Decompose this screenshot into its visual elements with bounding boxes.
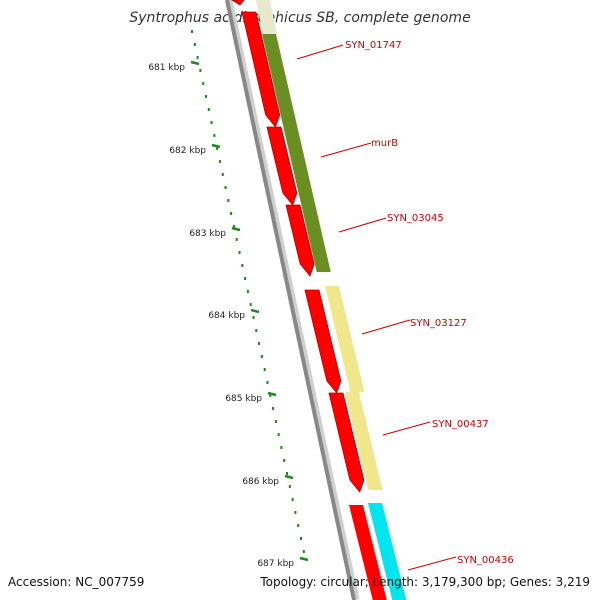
khaki-feature-syn00437[interactable] [345,392,383,490]
ruler-dot [207,108,210,111]
cyan-feature-syn00436[interactable] [368,503,407,600]
khaki-feature-syn03127[interactable] [325,286,365,392]
ruler-minor-ticks [191,30,305,553]
label-leader-line [296,44,344,60]
ruler-dot [272,407,275,410]
ruler-dot [227,199,230,202]
label-leader-line [361,319,411,335]
ruler-dot [277,433,280,436]
ruler-dot [291,498,294,501]
ruler-major-tick [267,391,277,397]
ruler-dot [288,485,291,488]
gene-label[interactable]: SYN_00436 [457,555,514,566]
ruler-tick-label: 683 kbp [189,229,226,239]
label-leaders [296,44,457,571]
ruler-dot [199,69,202,72]
ruler-dot [196,56,199,59]
ruler-major-tick [190,60,200,66]
cds-arrow[interactable] [231,0,245,6]
cds-arrow[interactable] [241,11,281,128]
ruler-dot [280,446,283,449]
ruler-tick-label: 682 kbp [169,146,206,156]
ruler-dot [216,147,219,150]
ruler-dot [274,420,277,423]
ruler-dot [263,368,266,371]
gene-labels: SYN_01747 murB SYN_03045 SYN_03127 SYN_00437… [345,40,514,566]
ruler-dot [218,160,221,163]
ruler-dot [193,43,196,46]
ruler-tick-label: 684 kbp [208,311,245,321]
label-leader-line [320,142,372,158]
ruler-dot [204,95,207,98]
gene-label[interactable]: SYN_03127 [410,318,467,329]
ruler-dot [260,355,263,358]
backbone-line [225,0,356,600]
ruler-dot [297,524,300,527]
map-title: Syntrophus aciditrophicus SB, complete g… [129,10,471,26]
ruler-major-tick [231,226,241,232]
ruler-dot [232,225,235,228]
ruler-tick-label: 685 kbp [225,394,262,404]
ruler-dot [230,212,233,215]
ruler-dot [191,30,193,33]
ruler-major-tick [299,556,309,562]
ruler-dot [213,134,216,137]
feature-tracks [231,0,407,600]
ruler-dot [224,186,227,189]
ruler-major-tick [211,143,221,149]
ruler-dot [283,459,286,462]
ruler-dot [249,303,252,306]
olive-feature-murB-region[interactable] [262,34,331,272]
ruler-tick-label: 686 kbp [242,477,279,487]
genome-backbone [225,0,360,600]
ruler-tick-label: 687 kbp [257,559,294,569]
ruler-tick-label: 681 kbp [148,63,185,73]
gene-label[interactable]: SYN_03045 [387,213,444,224]
ruler-dot [286,472,289,475]
ruler-dot [252,316,255,319]
cds-arrow[interactable] [266,126,298,206]
ruler-dot [294,511,297,514]
ruler-dot [302,550,305,553]
ruler-dot [300,537,303,540]
topology-summary: Topology: circular; Length: 3,179,300 bp… [260,575,590,589]
pale-feature[interactable] [256,0,277,34]
ruler-dot [238,251,241,254]
accession-text: Accession: NC_007759 [8,575,145,589]
ruler-dot [244,277,247,280]
ruler-dot [241,264,244,267]
ruler-dot [235,238,238,241]
ruler-dot [266,381,269,384]
cds-arrow[interactable] [349,505,387,600]
label-leader-line [407,556,457,571]
gene-label[interactable]: SYN_01747 [345,40,402,51]
ruler-dot [210,121,213,124]
gene-label[interactable]: murB [371,138,398,149]
ruler-dot [202,82,205,85]
ruler-dot [269,394,272,397]
label-leader-line [382,421,431,436]
cds-arrow[interactable] [328,392,365,493]
ruler-dot [246,290,249,293]
ruler-major-ticks: 681 kbp 682 kbp 683 kbp 684 kbp 685 kbp 686 k… [148,60,309,569]
ruler-major-tick [250,308,260,314]
ruler-dot [258,342,261,345]
cds-arrow[interactable] [285,204,315,277]
ruler-major-tick [284,474,294,480]
cds-arrow[interactable] [304,289,342,394]
gene-label[interactable]: SYN_00437 [432,419,489,430]
ruler-dot [255,329,258,332]
ruler-dot [221,173,224,176]
label-leader-line [338,217,387,233]
